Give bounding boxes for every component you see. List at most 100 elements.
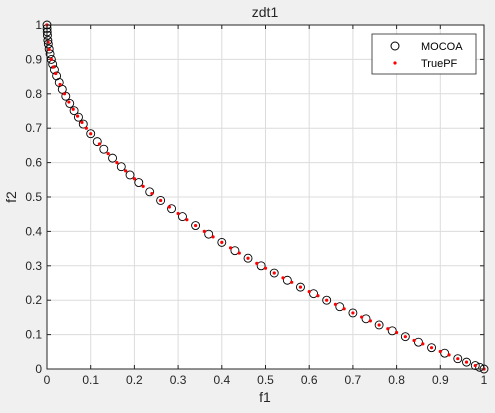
truepf-point <box>132 177 136 181</box>
mocoa-point <box>414 337 423 347</box>
mocoa-point <box>387 326 397 336</box>
truepf-point <box>351 311 355 315</box>
truepf-point <box>237 251 241 255</box>
truepf-point <box>403 335 407 339</box>
mocoa-point <box>361 314 371 324</box>
truepf-point <box>368 319 372 323</box>
mocoa-point <box>65 98 75 108</box>
series-mocoa <box>42 20 489 374</box>
mocoa-point <box>470 361 480 371</box>
mocoa-point <box>145 187 155 197</box>
truepf-point <box>106 152 110 156</box>
truepf-point <box>89 132 93 136</box>
truepf-point <box>159 198 163 203</box>
truepf-point <box>464 360 469 364</box>
truepf-point <box>220 240 224 245</box>
x-tick-label: 0.2 <box>126 373 143 387</box>
mocoa-point <box>256 261 266 271</box>
legend-label-truepf: TruePF <box>421 58 458 70</box>
truepf-point <box>342 307 346 311</box>
mocoa-point <box>92 137 102 147</box>
legend-box <box>371 33 477 75</box>
truepf-point <box>447 353 451 357</box>
truepf-point <box>141 184 145 188</box>
y-tick-label: 0.6 <box>25 156 42 170</box>
x-tick-label: 0.8 <box>388 373 405 387</box>
y-axis-label: f2 <box>3 191 19 203</box>
truepf-point <box>115 161 119 165</box>
truepf-point <box>202 229 206 233</box>
truepf-point <box>263 266 268 270</box>
x-tick-label: 0.9 <box>432 373 449 387</box>
mocoa-point <box>156 195 166 205</box>
truepf-point <box>47 47 51 52</box>
mocoa-point <box>335 302 345 312</box>
truepf-point <box>395 330 399 335</box>
mocoa-point <box>296 282 305 292</box>
truepf-point <box>51 65 56 69</box>
mocoa-point <box>116 162 126 172</box>
y-tick-label: 0.5 <box>25 190 42 204</box>
truepf-point <box>281 276 285 280</box>
x-tick-label: 0 <box>44 373 51 387</box>
mocoa-point <box>108 153 118 163</box>
mocoa-point <box>57 84 67 94</box>
mocoa-point <box>61 91 71 101</box>
truepf-point <box>176 211 180 216</box>
truepf-point <box>298 285 303 289</box>
truepf-point <box>290 280 294 284</box>
truepf-point <box>412 338 416 343</box>
truepf-point <box>211 235 215 239</box>
mocoa-point <box>462 357 471 367</box>
truepf-point <box>246 256 250 260</box>
mocoa-point <box>374 320 384 330</box>
truepf-point <box>360 315 364 319</box>
y-tick-labels: 0 0.1 0.2 0.3 0.4 0.5 0.6 0.7 0.8 0.9 1 <box>25 18 42 376</box>
y-tick-label: 0.7 <box>25 121 42 135</box>
mocoa-point <box>99 144 109 154</box>
y-tick-label: 0.1 <box>25 328 42 342</box>
truepf-point <box>97 142 102 146</box>
y-tick-label: 0.3 <box>25 259 42 273</box>
series-truepf <box>45 23 486 371</box>
mocoa-point <box>427 343 437 353</box>
truepf-point <box>80 120 84 124</box>
mocoa-point <box>125 170 135 180</box>
y-tick-label: 1 <box>35 18 42 32</box>
legend-dot-marker <box>393 61 397 65</box>
chart-title: zdt1 <box>252 4 279 20</box>
x-axis-label: f1 <box>259 389 271 405</box>
truepf-point <box>325 298 329 302</box>
mocoa-point <box>167 204 176 214</box>
y-tick-label: 0 <box>35 362 42 376</box>
x-tick-label: 0.3 <box>170 373 187 387</box>
mocoa-point <box>282 275 292 285</box>
mocoa-point <box>217 237 227 247</box>
truepf-point <box>316 294 320 298</box>
mocoa-point <box>52 71 62 81</box>
x-tick-label: 0.4 <box>213 373 230 387</box>
mocoa-point <box>309 289 319 299</box>
truepf-point <box>473 363 477 368</box>
truepf-point <box>333 302 338 306</box>
x-tick-labels: 0 0.1 0.2 0.3 0.4 0.5 0.6 0.7 0.8 0.9 1 <box>44 373 488 387</box>
mocoa-point <box>230 246 240 256</box>
truepf-point <box>438 349 442 354</box>
mocoa-point <box>348 308 358 318</box>
mocoa-point <box>191 221 201 231</box>
truepf-point <box>67 100 71 104</box>
truepf-point <box>456 357 460 361</box>
truepf-point <box>429 346 434 350</box>
mocoa-point <box>453 354 463 364</box>
truepf-point <box>71 107 75 111</box>
truepf-point <box>377 323 381 327</box>
legend[interactable]: MOCOA TruePF <box>371 33 477 75</box>
plot-frame <box>46 24 485 370</box>
x-tick-label: 0.6 <box>301 373 318 387</box>
truepf-point <box>228 246 233 250</box>
mocoa-point <box>74 112 83 122</box>
truepf-point <box>386 327 390 331</box>
truepf-point <box>167 205 171 209</box>
y-tick-label: 0.2 <box>25 293 42 307</box>
